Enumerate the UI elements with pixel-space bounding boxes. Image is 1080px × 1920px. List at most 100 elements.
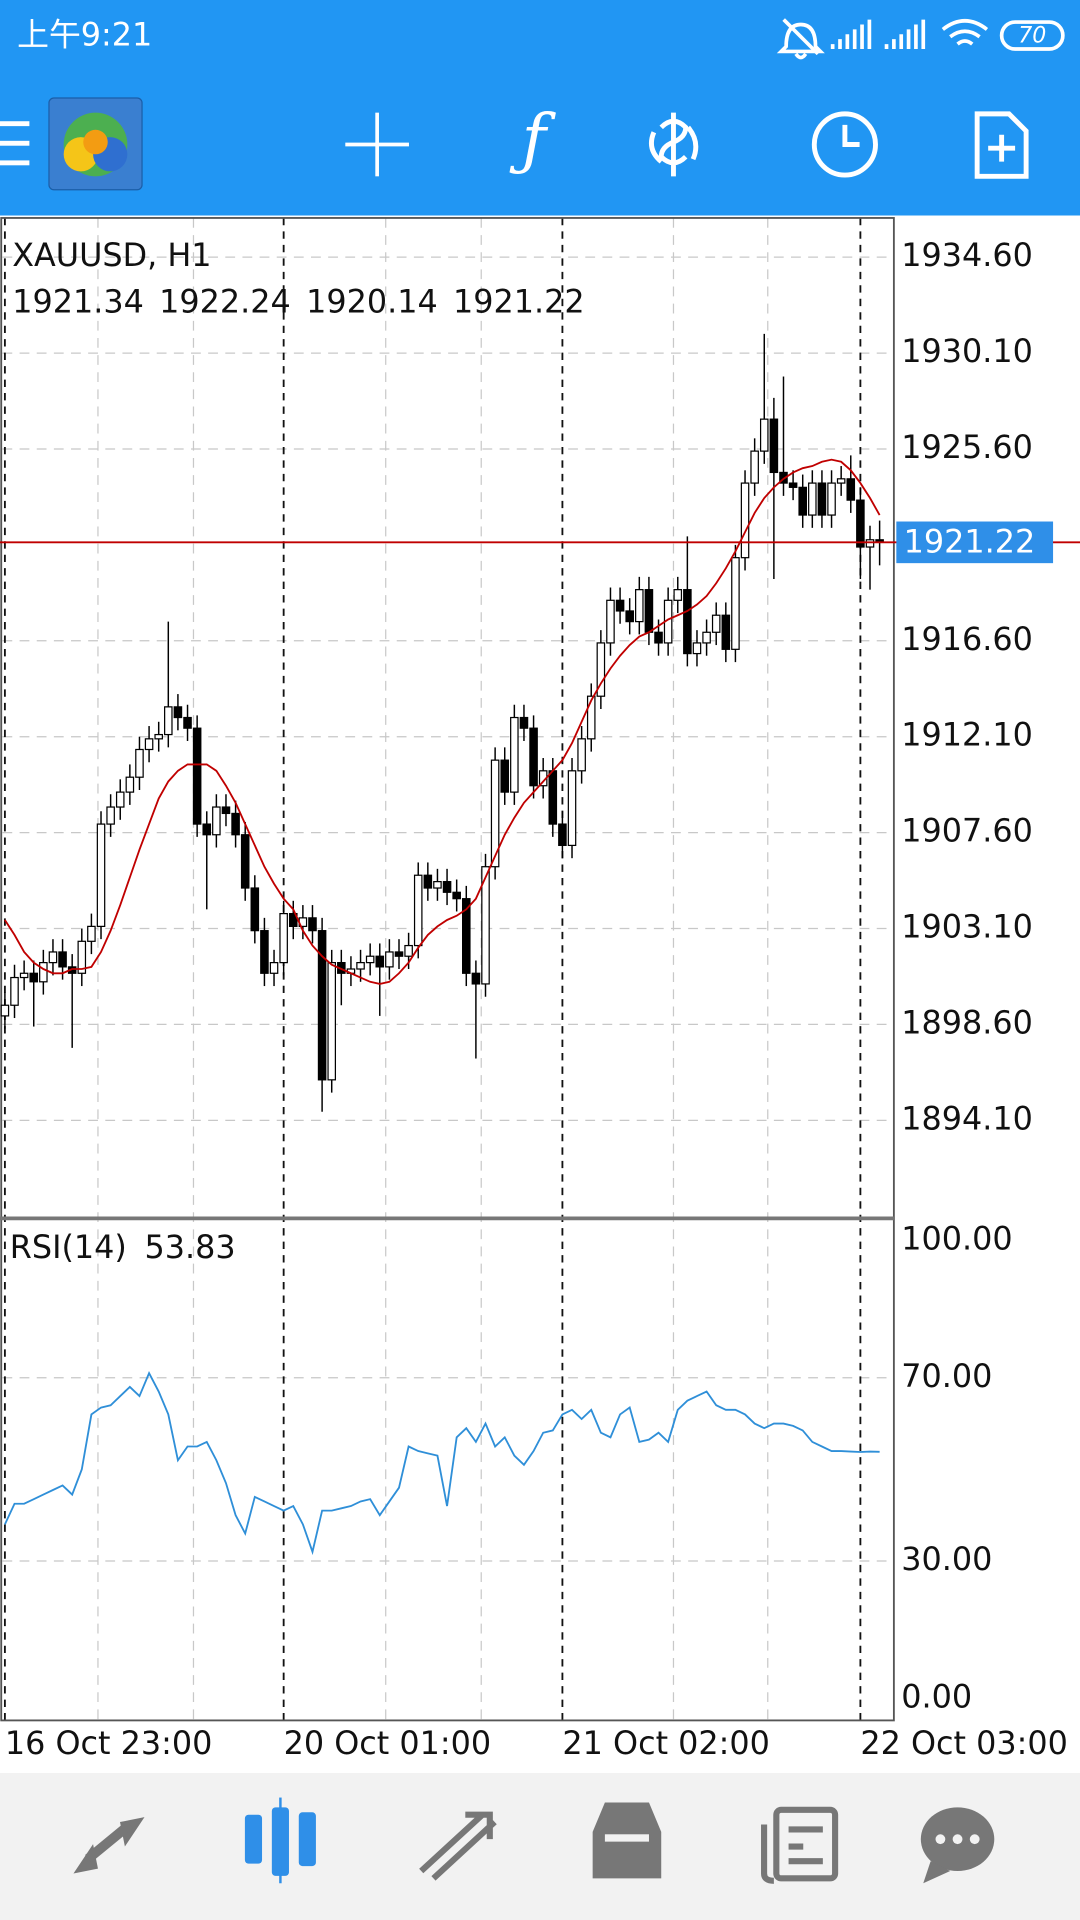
candle-body [144, 738, 154, 751]
moving-average [4, 458, 881, 985]
nav-history[interactable] [592, 1802, 662, 1879]
ohlc-low: 1920.14 [306, 283, 438, 321]
candle-body [10, 976, 19, 1006]
trade-button[interactable] [649, 112, 699, 177]
candle-body [375, 955, 385, 968]
candle-body [519, 716, 529, 729]
candle-body [279, 912, 288, 964]
candle-body [461, 898, 471, 974]
candle-body [154, 733, 163, 740]
ohlc-high: 1922.24 [159, 283, 291, 321]
y-tick-label: 1907.60 [901, 812, 1033, 850]
nav-chat[interactable] [920, 1807, 995, 1884]
candle-body [702, 631, 711, 644]
candle-body [240, 834, 250, 889]
candle-body [106, 806, 115, 825]
status-time: 上午9:21 [17, 16, 152, 54]
crosshair-button[interactable] [345, 112, 409, 177]
candle-body [836, 478, 846, 484]
nav-quotes[interactable] [73, 1817, 145, 1874]
x-tick-label: 16 Oct 23:00 [5, 1724, 212, 1762]
app-logo[interactable] [48, 97, 143, 191]
candle-body [625, 610, 634, 623]
candle-body [29, 972, 39, 983]
candle-body [356, 962, 365, 970]
candle-body [481, 866, 490, 985]
rsi-line [4, 1371, 880, 1556]
candle-body [452, 891, 461, 900]
candle-body [769, 418, 779, 474]
chart-title: XAUUSD, H1 [12, 236, 211, 274]
candle-body [212, 806, 221, 836]
y-tick-label: 1903.10 [901, 908, 1033, 946]
candle-body [721, 614, 731, 650]
candle-body [586, 695, 596, 740]
candle-body [39, 962, 48, 983]
candle-body [644, 589, 654, 633]
candle-body [0, 1004, 10, 1017]
candle-body [202, 823, 212, 836]
x-tick-label: 21 Oct 02:00 [562, 1724, 770, 1762]
candle-body [654, 631, 663, 644]
candle-body [577, 738, 586, 772]
candle-body [135, 748, 144, 778]
candle-body [183, 716, 192, 729]
y-tick-label: 1925.60 [901, 428, 1033, 466]
menu-button[interactable] [0, 121, 30, 166]
y-tick-label: 70.00 [901, 1357, 992, 1395]
candle-body [827, 482, 836, 516]
candle-body [692, 642, 702, 655]
nav-chart[interactable] [244, 1797, 316, 1884]
candle-body [125, 776, 135, 793]
chart-area: 1934.60 1930.10 1925.60 1916.60 1912.10 1907.… [0, 217, 1080, 1762]
y-tick-label: 100.00 [901, 1219, 1012, 1257]
candle-body [731, 557, 740, 650]
candle-body [865, 539, 875, 548]
price-label-box [896, 521, 1054, 564]
candle-body [606, 599, 615, 644]
candle-body [250, 887, 260, 932]
candle-body [394, 951, 404, 957]
candle-body [500, 759, 510, 793]
candle-body [510, 716, 519, 793]
candle-body [269, 962, 279, 974]
candle-body [846, 478, 856, 501]
x-tick-label: 22 Oct 03:00 [860, 1724, 1068, 1762]
status-icons [776, 18, 1065, 60]
bottom-nav [0, 1773, 1080, 1920]
candle-body [19, 972, 29, 979]
candle-body [740, 482, 750, 559]
candle-body [471, 972, 481, 985]
candle-body [596, 642, 606, 697]
y-tick-label: 1894.10 [901, 1099, 1033, 1137]
candle-body [87, 925, 96, 942]
candle-body [788, 482, 798, 488]
y-tick-label: 30.00 [901, 1540, 992, 1578]
candle-body [567, 770, 577, 847]
nav-trade[interactable] [419, 1811, 497, 1881]
candle-body [365, 955, 375, 964]
candle-body [433, 881, 442, 889]
candle-body [385, 951, 394, 968]
candle-body [413, 874, 423, 947]
candle-body [529, 727, 538, 787]
rsi-label: RSI(14) [10, 1228, 127, 1266]
y-tick-label: 1916.60 [901, 620, 1033, 658]
candle-body [173, 706, 183, 719]
candle-body [164, 706, 173, 736]
y-tick-label: 1912.10 [901, 716, 1033, 754]
candle-body [683, 589, 692, 655]
timeframe-button[interactable] [811, 111, 878, 178]
candle-body [817, 482, 827, 516]
candle-body [635, 589, 644, 623]
candle-body [798, 486, 807, 516]
candle-body [77, 940, 87, 974]
candle-body [192, 727, 202, 825]
candle-body [115, 791, 125, 808]
nav-news[interactable] [761, 1806, 839, 1884]
candle-body [423, 874, 433, 889]
ohlc-close: 1921.22 [453, 283, 585, 321]
new-order-button[interactable] [974, 111, 1029, 179]
candle-body [548, 770, 558, 825]
